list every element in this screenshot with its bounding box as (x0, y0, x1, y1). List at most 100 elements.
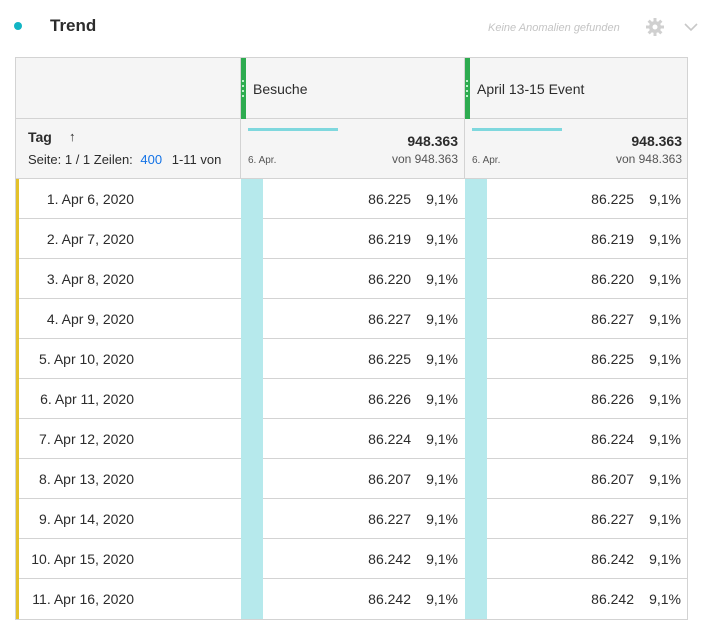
row-percent: 9,1% (649, 431, 681, 447)
row-bar (465, 539, 487, 579)
pagination: Seite: 1 / 1 Zeilen: 400 1-11 von (28, 152, 221, 167)
row-percent: 9,1% (649, 311, 681, 327)
row-percent: 9,1% (426, 231, 458, 247)
table-row[interactable]: 8. Apr 13, 2020 86.207 9,1% 86.207 9,1% (16, 459, 687, 499)
row-percent: 9,1% (426, 351, 458, 367)
row-percent: 9,1% (426, 391, 458, 407)
row-percent: 9,1% (649, 191, 681, 207)
drag-handle-icon[interactable] (464, 58, 470, 119)
row-percent: 9,1% (649, 471, 681, 487)
rows-per-page-link[interactable]: 400 (140, 152, 163, 167)
row-value: 86.242 (368, 591, 411, 607)
row-percent: 9,1% (426, 191, 458, 207)
column-header-visits[interactable]: Besuche (240, 58, 464, 119)
row-label[interactable]: 5. Apr 10, 2020 (39, 351, 134, 367)
row-value: 86.227 (591, 511, 634, 527)
table-row[interactable]: 3. Apr 8, 2020 86.220 9,1% 86.220 9,1% (16, 259, 687, 299)
row-label[interactable]: 9. Apr 14, 2020 (39, 511, 134, 527)
row-label[interactable]: 4. Apr 9, 2020 (46, 311, 134, 327)
row-value: 86.225 (368, 351, 411, 367)
row-label[interactable]: 8. Apr 13, 2020 (39, 471, 134, 487)
row-percent: 9,1% (649, 551, 681, 567)
row-bar (241, 299, 263, 339)
anomaly-status: Keine Anomalien gefunden (488, 22, 620, 34)
table-row[interactable]: 6. Apr 11, 2020 86.226 9,1% 86.226 9,1% (16, 379, 687, 419)
table-row[interactable]: 5. Apr 10, 2020 86.225 9,1% 86.225 9,1% (16, 339, 687, 379)
row-accent (16, 179, 19, 219)
row-value: 86.207 (591, 471, 634, 487)
sparkline (472, 128, 562, 131)
row-label[interactable]: 3. Apr 8, 2020 (46, 271, 134, 287)
row-percent: 9,1% (649, 391, 681, 407)
dimension-label[interactable]: Tag (28, 129, 52, 145)
range-text: 1-11 von (171, 152, 222, 167)
row-bar (465, 259, 487, 299)
freeform-table: Besuche April 13-15 Event Tag ↑ Seite: 1… (15, 57, 688, 620)
row-bar (465, 299, 487, 339)
row-value: 86.242 (368, 551, 411, 567)
sparkline-date: 6. Apr. (248, 155, 277, 166)
table-row[interactable]: 2. Apr 7, 2020 86.219 9,1% 86.219 9,1% (16, 219, 687, 259)
column-total-of: von 948.363 (391, 152, 458, 166)
row-percent: 9,1% (649, 591, 681, 607)
row-label[interactable]: 7. Apr 12, 2020 (39, 431, 134, 447)
row-bar (241, 259, 263, 299)
row-bar (465, 219, 487, 259)
sparkline-date: 6. Apr. (472, 155, 501, 166)
panel-title[interactable]: Trend (50, 16, 97, 35)
row-accent (16, 259, 19, 299)
row-bar (241, 419, 263, 459)
row-bar (465, 579, 487, 619)
row-bar (465, 499, 487, 539)
row-value: 86.227 (591, 311, 634, 327)
row-bar (241, 219, 263, 259)
row-bar (241, 179, 263, 219)
column-header-row: Besuche April 13-15 Event (16, 58, 687, 119)
row-bar (241, 539, 263, 579)
column-total: 948.363 (407, 133, 458, 149)
chevron-down-icon[interactable] (683, 20, 699, 34)
status-dot (14, 22, 22, 30)
row-percent: 9,1% (426, 271, 458, 287)
table-row[interactable]: 1. Apr 6, 2020 86.225 9,1% 86.225 9,1% (16, 179, 687, 219)
row-bar (465, 459, 487, 499)
row-accent (16, 579, 19, 619)
row-label[interactable]: 10. Apr 15, 2020 (31, 551, 134, 567)
row-value: 86.224 (368, 431, 411, 447)
row-percent: 9,1% (649, 271, 681, 287)
row-bar (241, 579, 263, 619)
table-row[interactable]: 4. Apr 9, 2020 86.227 9,1% 86.227 9,1% (16, 299, 687, 339)
row-value: 86.225 (591, 191, 634, 207)
column-header-event[interactable]: April 13-15 Event (464, 58, 687, 119)
table-row[interactable]: 7. Apr 12, 2020 86.224 9,1% 86.224 9,1% (16, 419, 687, 459)
row-percent: 9,1% (649, 511, 681, 527)
row-label[interactable]: 11. Apr 16, 2020 (32, 591, 134, 607)
table-row[interactable]: 10. Apr 15, 2020 86.242 9,1% 86.242 9,1% (16, 539, 687, 579)
row-bar (241, 459, 263, 499)
row-value: 86.207 (368, 471, 411, 487)
row-percent: 9,1% (426, 311, 458, 327)
row-value: 86.225 (368, 191, 411, 207)
column-total-of: von 948.363 (615, 152, 682, 166)
row-label[interactable]: 6. Apr 11, 2020 (40, 391, 134, 407)
arrow-up-icon[interactable]: ↑ (69, 129, 76, 144)
table-row[interactable]: 11. Apr 16, 2020 86.242 9,1% 86.242 9,1% (16, 579, 687, 619)
column-label: April 13-15 Event (477, 81, 585, 97)
row-value: 86.227 (368, 311, 411, 327)
row-percent: 9,1% (649, 231, 681, 247)
summary-row: Tag ↑ Seite: 1 / 1 Zeilen: 400 1-11 von … (16, 119, 687, 179)
row-percent: 9,1% (426, 471, 458, 487)
row-label[interactable]: 2. Apr 7, 2020 (46, 231, 134, 247)
row-bar (465, 419, 487, 459)
row-label[interactable]: 1. Apr 6, 2020 (46, 191, 134, 207)
row-percent: 9,1% (426, 591, 458, 607)
row-accent (16, 459, 19, 499)
row-accent (16, 499, 19, 539)
gear-icon[interactable] (645, 17, 665, 37)
drag-handle-icon[interactable] (240, 58, 246, 119)
row-bar (465, 179, 487, 219)
table-row[interactable]: 9. Apr 14, 2020 86.227 9,1% 86.227 9,1% (16, 499, 687, 539)
row-accent (16, 299, 19, 339)
row-percent: 9,1% (426, 431, 458, 447)
row-percent: 9,1% (649, 351, 681, 367)
